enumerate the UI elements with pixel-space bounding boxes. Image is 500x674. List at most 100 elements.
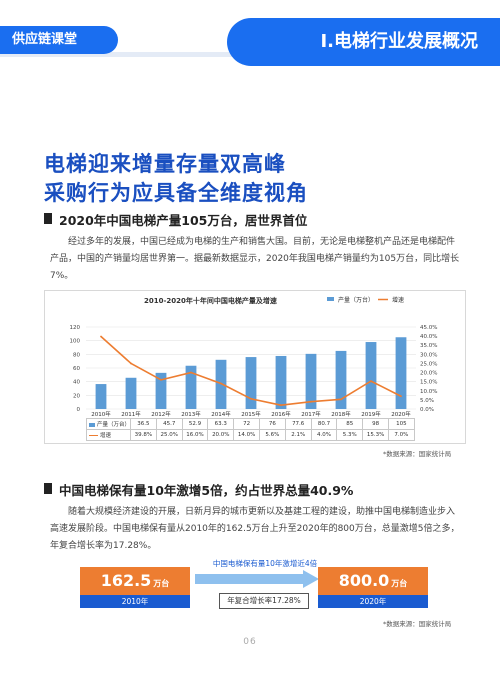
y-right-tick-label: 10.0%: [420, 389, 437, 395]
chart-title: 2010-2020年十年间中国电梯产量及增速: [144, 296, 277, 305]
x-tick-label: 2015年: [241, 410, 261, 418]
x-tick-label: 2012年: [151, 410, 171, 418]
page-title-line-1: 电梯迎来增量存量双高峰: [44, 152, 286, 176]
y-right-tick-label: 40.0%: [420, 334, 437, 340]
legend-swatch-production: [327, 297, 334, 301]
point-growth: [370, 380, 372, 383]
stat-2020-value: 800.0: [338, 571, 390, 590]
data-label-production: 76: [259, 418, 286, 430]
y-left-tick-label: 100: [70, 339, 81, 345]
bar-production: [215, 359, 227, 409]
x-tick-label: 2014年: [211, 410, 231, 418]
section2-source: *数据来源：国家统计局: [383, 620, 452, 628]
bar-production: [155, 372, 167, 409]
section2-paragraph: 随着大规模经济建设的开展，日新月异的城市更新以及基建工程的建设，助推中国电梯制造…: [50, 507, 460, 551]
x-tick-label: 2011年: [121, 410, 141, 418]
data-label-production: 85: [336, 418, 364, 430]
data-label-growth: 20.0%: [207, 429, 235, 441]
stat-2010-unit: 万台: [153, 579, 170, 588]
cagr-box: 年复合增长率17.28%: [219, 593, 309, 609]
section1-paragraph: 经过多年的发展，中国已经成为电梯的生产和销售大国。目前，无论是电梯整机产品还是电…: [50, 237, 460, 281]
bar-production: [245, 357, 257, 409]
point-growth: [190, 371, 192, 374]
data-label-production: 45.7: [155, 418, 183, 430]
stat-2020-unit: 万台: [391, 579, 408, 588]
data-label-growth: 5.6%: [259, 429, 286, 441]
bar-production: [305, 353, 317, 409]
data-label-production: 72: [233, 418, 260, 430]
bar-production: [125, 377, 137, 409]
x-tick-label: 2019年: [361, 410, 381, 418]
data-label-production: 52.9: [181, 418, 209, 430]
point-growth: [220, 382, 222, 385]
data-label-production: 77.6: [284, 418, 312, 430]
legend-label-production: 产量（万台）: [338, 296, 374, 304]
bar-production: [185, 365, 197, 409]
point-growth: [340, 398, 342, 401]
y-left-tick-label: 20: [73, 393, 80, 399]
point-growth: [280, 404, 282, 407]
chart-data-table: 产量（万台） 36.5 45.7 52.9 63.3 72 76 77.6 80.7 85 98 1…: [85, 418, 415, 441]
y-right-tick-label: 0.0%: [420, 407, 434, 413]
data-label-growth: 25.0%: [155, 429, 183, 441]
data-label-growth: 7.0%: [387, 429, 415, 441]
chart-table-key-production: 产量（万台）: [85, 418, 132, 430]
point-growth: [130, 362, 132, 365]
section-marker: [44, 213, 52, 224]
data-label-production: 36.5: [130, 418, 157, 430]
year-2010-label: 2010年: [80, 595, 190, 608]
data-label-production: 98: [362, 418, 389, 430]
y-right-tick-label: 15.0%: [420, 380, 437, 386]
y-left-tick-label: 60: [73, 366, 80, 372]
y-left-tick-label: 40: [73, 380, 80, 386]
y-left-tick-label: 0: [77, 407, 81, 413]
data-label-growth: 39.8%: [130, 429, 157, 441]
year-2020-label: 2020年: [318, 595, 428, 608]
y-right-tick-label: 20.0%: [420, 371, 437, 377]
point-growth: [160, 378, 162, 381]
x-tick-label: 2016年: [271, 410, 291, 418]
chart-table-row-growth: 增速 39.8% 25.0% 16.0% 20.0% 14.0% 5.6% 2.1% 4.0%…: [85, 429, 415, 441]
growth-arrow-icon: [195, 570, 319, 588]
data-label-growth: 14.0%: [233, 429, 260, 441]
point-growth: [100, 335, 102, 338]
x-tick-label: 2017年: [301, 410, 321, 418]
data-label-growth: 4.0%: [310, 429, 338, 441]
data-label-production: 80.7: [310, 418, 338, 430]
y-left-tick-label: 80: [73, 352, 80, 358]
data-label-production: 63.3: [207, 418, 235, 430]
data-label-growth: 2.1%: [284, 429, 312, 441]
production-chart: 2010-2020年十年间中国电梯产量及增速 产量（万台） 增速 0 20 40 60 80 1…: [70, 296, 438, 418]
bar-production: [275, 355, 287, 409]
section-marker: [44, 483, 52, 494]
x-tick-label: 2013年: [181, 410, 201, 418]
bar-production: [365, 342, 377, 409]
bar-production: [95, 384, 107, 409]
data-label-production: 105: [387, 418, 415, 430]
y-right-tick-label: 5.0%: [420, 398, 434, 404]
chart-table-row-production: 产量（万台） 36.5 45.7 52.9 63.3 72 76 77.6 80.7 85 98 1…: [85, 418, 415, 430]
y-right-tick-label: 25.0%: [420, 361, 437, 367]
stat-2010-value: 162.5: [100, 571, 152, 590]
brand-tab: 供应链课堂: [0, 26, 118, 54]
legend-label-growth: 增速: [392, 296, 404, 304]
data-label-growth: 5.3%: [336, 429, 364, 441]
page-number: 06: [243, 637, 257, 647]
x-tick-label: 2018年: [331, 410, 351, 418]
data-label-growth: 15.3%: [362, 429, 389, 441]
point-growth: [310, 400, 312, 403]
stat-2020: 800.0 万台: [318, 567, 428, 595]
x-tick-label: 2010年: [91, 410, 111, 418]
bar-production: [395, 337, 407, 409]
section2-heading: 中国电梯保有量10年激增5倍，约占世界总量40.9%: [59, 483, 354, 498]
point-growth: [400, 395, 402, 398]
y-right-tick-label: 35.0%: [420, 343, 437, 349]
point-growth: [250, 397, 252, 400]
section1-source: *数据来源：国家统计局: [383, 450, 452, 458]
x-tick-label: 2020年: [391, 410, 411, 418]
chart-table-key-growth: 增速: [85, 429, 132, 441]
bar-production: [335, 350, 347, 409]
data-label-growth: 16.0%: [181, 429, 209, 441]
growth-caption: 中国电梯保有量10年激增近4倍: [212, 559, 318, 568]
section1-heading: 2020年中国电梯产量105万台，居世界首位: [59, 213, 308, 228]
